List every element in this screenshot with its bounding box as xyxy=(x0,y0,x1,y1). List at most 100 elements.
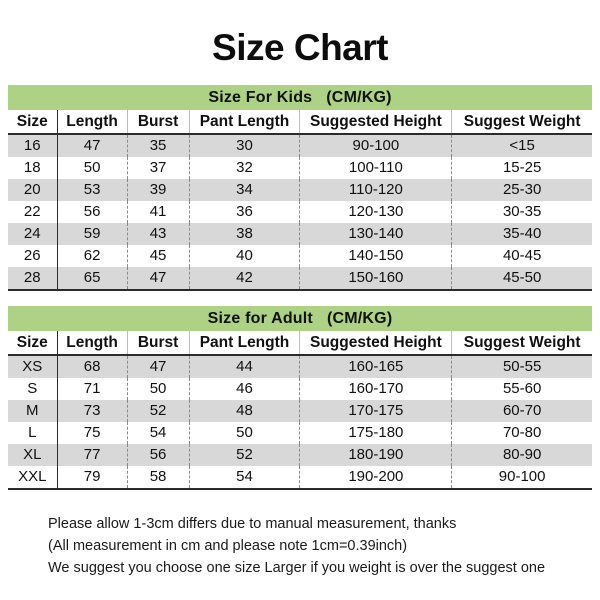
cell-burst: 47 xyxy=(126,267,190,289)
cell-length: 75 xyxy=(56,422,128,444)
adult-table-head: Size Length Burst Pant Length Suggested … xyxy=(8,331,592,356)
cell-burst: 50 xyxy=(126,378,190,400)
kids-banner-label: Size For Kids xyxy=(208,89,313,106)
kids-table-banner: Size For Kids (CM/KG) xyxy=(8,85,592,110)
cell-pant-length: 54 xyxy=(188,466,300,488)
cell-suggested-height: 175-180 xyxy=(299,422,452,444)
adult-banner-label: Size for Adult xyxy=(207,310,313,327)
table-row: 18 50 37 32 100-110 15-25 xyxy=(8,157,592,179)
cell-burst: 35 xyxy=(126,134,190,157)
cell-length: 79 xyxy=(56,466,128,488)
cell-burst: 52 xyxy=(126,400,190,422)
cell-length: 68 xyxy=(56,355,128,378)
column-header-burst: Burst xyxy=(126,331,190,356)
table-row: 16 47 35 30 90-100 <15 xyxy=(8,134,592,157)
column-header-suggest-weight: Suggest Weight xyxy=(451,331,592,356)
cell-suggest-weight: 55-60 xyxy=(451,378,592,400)
adult-banner-unit: (CM/KG) xyxy=(326,310,393,327)
cell-pant-length: 38 xyxy=(188,223,300,245)
column-header-size: Size xyxy=(8,331,58,356)
cell-suggested-height: 180-190 xyxy=(299,444,452,466)
cell-length: 47 xyxy=(56,134,128,157)
adult-table-bottom-rule xyxy=(8,488,592,490)
cell-suggest-weight: 25-30 xyxy=(451,179,592,201)
cell-suggested-height: 160-170 xyxy=(299,378,452,400)
cell-suggested-height: 90-100 xyxy=(299,134,452,157)
cell-pant-length: 48 xyxy=(188,400,300,422)
cell-length: 53 xyxy=(56,179,128,201)
cell-length: 65 xyxy=(56,267,128,289)
note-line-1: Please allow 1-3cm differs due to manual… xyxy=(48,516,457,532)
table-row: 22 56 41 36 120-130 30-35 xyxy=(8,201,592,223)
cell-pant-length: 50 xyxy=(188,422,300,444)
cell-suggest-weight: 90-100 xyxy=(451,466,592,488)
note-line-3: We suggest you choose one size Larger if… xyxy=(48,560,546,576)
cell-length: 59 xyxy=(56,223,128,245)
cell-burst: 39 xyxy=(126,179,190,201)
table-row: 20 53 39 34 110-120 25-30 xyxy=(8,179,592,201)
adult-table-banner: Size for Adult (CM/KG) xyxy=(8,306,592,331)
cell-suggested-height: 150-160 xyxy=(299,267,452,289)
cell-length: 56 xyxy=(56,201,128,223)
column-header-length: Length xyxy=(56,110,128,135)
column-header-burst: Burst xyxy=(126,110,190,135)
cell-suggest-weight: 15-25 xyxy=(451,157,592,179)
cell-suggest-weight: 45-50 xyxy=(451,267,592,289)
adult-size-table-block: Size for Adult (CM/KG) Size Length Burst … xyxy=(8,306,592,490)
cell-suggested-height: 130-140 xyxy=(299,223,452,245)
column-header-suggest-weight: Suggest Weight xyxy=(451,110,592,135)
cell-pant-length: 34 xyxy=(188,179,300,201)
column-header-pant-length: Pant Length xyxy=(188,110,300,135)
cell-suggested-height: 110-120 xyxy=(299,179,452,201)
column-header-pant-length: Pant Length xyxy=(188,331,300,356)
cell-pant-length: 40 xyxy=(188,245,300,267)
cell-size: 18 xyxy=(8,157,58,179)
kids-size-table: Size Length Burst Pant Length Suggested … xyxy=(8,110,592,289)
cell-suggest-weight: 80-90 xyxy=(451,444,592,466)
table-row: XL 77 56 52 180-190 80-90 xyxy=(8,444,592,466)
cell-pant-length: 30 xyxy=(188,134,300,157)
cell-length: 50 xyxy=(56,157,128,179)
cell-suggested-height: 140-150 xyxy=(299,245,452,267)
cell-burst: 58 xyxy=(126,466,190,488)
cell-suggest-weight: 40-45 xyxy=(451,245,592,267)
note-line-2: (All measurement in cm and please note 1… xyxy=(48,538,408,554)
kids-table-body: 16 47 35 30 90-100 <15 18 50 37 32 100-1… xyxy=(8,134,592,289)
column-header-suggested-height: Suggested Height xyxy=(299,110,452,135)
cell-pant-length: 44 xyxy=(188,355,300,378)
cell-size: XL xyxy=(8,444,58,466)
cell-length: 73 xyxy=(56,400,128,422)
kids-banner-unit: (CM/KG) xyxy=(326,89,392,106)
table-row: 28 65 47 42 150-160 45-50 xyxy=(8,267,592,289)
cell-suggest-weight: 70-80 xyxy=(451,422,592,444)
cell-suggest-weight: 30-35 xyxy=(451,201,592,223)
cell-pant-length: 36 xyxy=(188,201,300,223)
cell-size: XXL xyxy=(8,466,58,488)
cell-suggest-weight: 35-40 xyxy=(451,223,592,245)
table-row: 24 59 43 38 130-140 35-40 xyxy=(8,223,592,245)
cell-suggested-height: 170-175 xyxy=(299,400,452,422)
cell-size: 22 xyxy=(8,201,58,223)
cell-suggest-weight: 50-55 xyxy=(451,355,592,378)
cell-suggested-height: 100-110 xyxy=(299,157,452,179)
cell-size: L xyxy=(8,422,58,444)
cell-size: 26 xyxy=(8,245,58,267)
cell-pant-length: 42 xyxy=(188,267,300,289)
column-header-suggested-height: Suggested Height xyxy=(299,331,452,356)
cell-suggested-height: 120-130 xyxy=(299,201,452,223)
kids-table-head: Size Length Burst Pant Length Suggested … xyxy=(8,110,592,135)
cell-size: 20 xyxy=(8,179,58,201)
adult-size-table: Size Length Burst Pant Length Suggested … xyxy=(8,331,592,488)
cell-suggested-height: 190-200 xyxy=(299,466,452,488)
table-row: XXL 79 58 54 190-200 90-100 xyxy=(8,466,592,488)
cell-suggest-weight: 60-70 xyxy=(451,400,592,422)
table-row: XS 68 47 44 160-165 50-55 xyxy=(8,355,592,378)
cell-suggested-height: 160-165 xyxy=(299,355,452,378)
column-header-size: Size xyxy=(8,110,58,135)
cell-pant-length: 46 xyxy=(188,378,300,400)
cell-length: 71 xyxy=(56,378,128,400)
cell-size: 24 xyxy=(8,223,58,245)
kids-header-row: Size Length Burst Pant Length Suggested … xyxy=(8,110,592,135)
table-row: M 73 52 48 170-175 60-70 xyxy=(8,400,592,422)
